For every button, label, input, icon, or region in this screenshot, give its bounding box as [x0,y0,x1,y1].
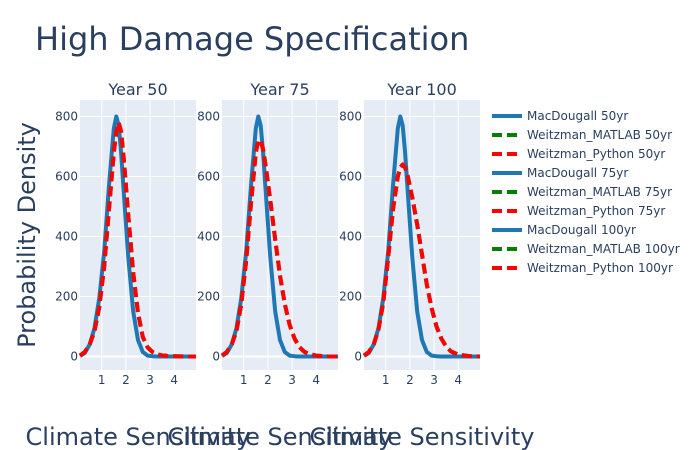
y-tick-label: 200 [339,290,362,304]
x-tick-label: 4 [454,373,462,387]
legend-label: Weitzman_MATLAB 75yr [527,185,672,199]
legend-label: Weitzman_Python 100yr [527,261,673,275]
legend-item[interactable]: Weitzman_MATLAB 100yr [492,242,680,256]
legend-item[interactable]: Weitzman_Python 100yr [492,261,673,275]
legend-label: MacDougall 75yr [527,166,628,180]
y-tick-label: 400 [339,230,362,244]
subplot-title: Year 100 [386,80,457,99]
legend-label: Weitzman_Python 75yr [527,204,665,218]
x-tick-label: 2 [122,373,130,387]
y-tick-label: 800 [55,110,78,124]
x-tick-label: 3 [430,373,438,387]
legend-item[interactable]: MacDougall 50yr [492,109,628,123]
y-tick-label: 800 [339,110,362,124]
x-tick-label: 1 [240,373,248,387]
x-tick-label: 3 [146,373,154,387]
x-tick-label: 4 [170,373,178,387]
y-axis-title: Probability Density [13,122,41,348]
y-tick-label: 0 [212,350,220,364]
legend-label: MacDougall 100yr [527,223,636,237]
legend-label: Weitzman_MATLAB 100yr [527,242,680,256]
y-tick-label: 600 [197,170,220,184]
y-tick-label: 600 [339,170,362,184]
y-tick-label: 400 [197,230,220,244]
legend[interactable]: MacDougall 50yr Weitzman_MATLAB 50yr Weitz… [492,109,680,275]
x-tick-label: 3 [288,373,296,387]
legend-label: MacDougall 50yr [527,109,628,123]
legend-item[interactable]: Weitzman_Python 75yr [492,204,665,218]
chart-title: High Damage Specification [35,20,469,58]
legend-item[interactable]: MacDougall 100yr [492,223,636,237]
x-tick-label: 2 [264,373,272,387]
subplot-title: Year 50 [107,80,167,99]
y-tick-label: 600 [55,170,78,184]
y-tick-label: 200 [197,290,220,304]
legend-item[interactable]: Weitzman_MATLAB 50yr [492,128,672,142]
y-tick-label: 800 [197,110,220,124]
y-tick-label: 0 [354,350,362,364]
y-tick-label: 200 [55,290,78,304]
x-tick-label: 4 [312,373,320,387]
y-tick-label: 0 [70,350,78,364]
legend-label: Weitzman_Python 50yr [527,147,665,161]
legend-label: Weitzman_MATLAB 50yr [527,128,672,142]
x-tick-label: 1 [382,373,390,387]
legend-item[interactable]: MacDougall 75yr [492,166,628,180]
legend-item[interactable]: Weitzman_Python 50yr [492,147,665,161]
subplot-title: Year 75 [249,80,309,99]
x-axis-title: Climate Sensitivity [310,423,535,450]
x-tick-label: 1 [98,373,106,387]
legend-item[interactable]: Weitzman_MATLAB 75yr [492,185,672,199]
y-tick-label: 400 [55,230,78,244]
x-tick-label: 2 [406,373,414,387]
